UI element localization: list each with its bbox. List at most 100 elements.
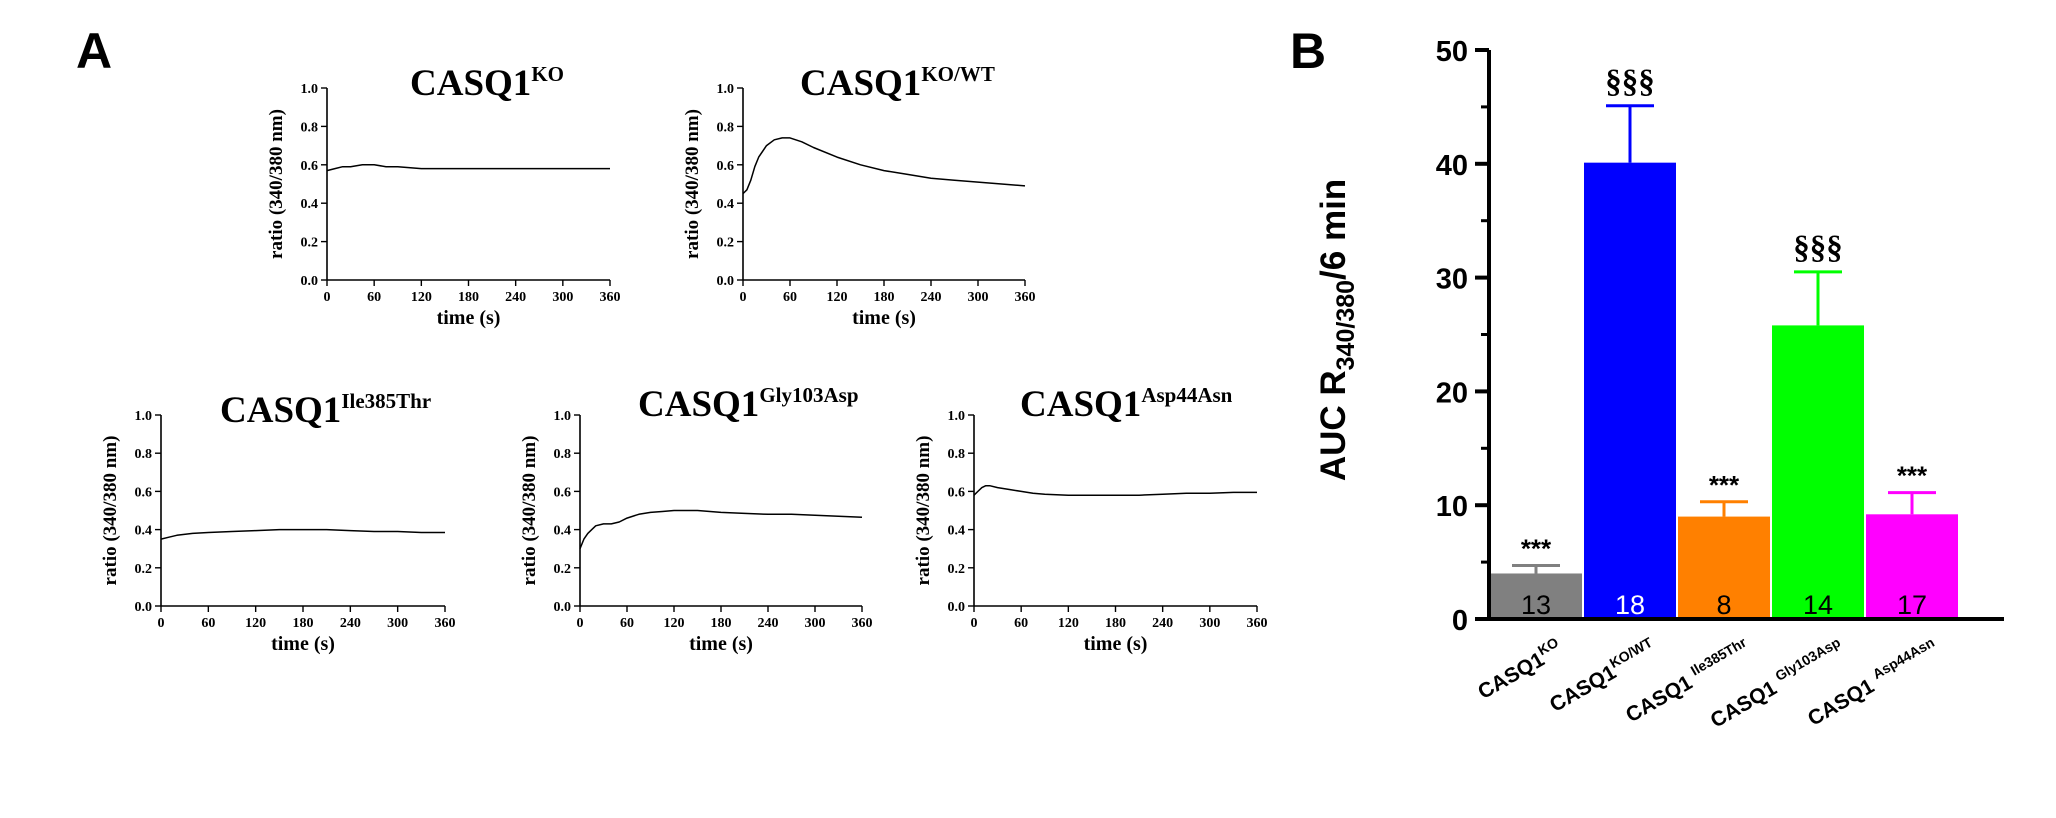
x-tick-label: 300 <box>805 616 826 631</box>
y-tick-label: 0.6 <box>948 485 966 500</box>
panel-label-a: A <box>76 23 112 79</box>
chart-title: CASQ1Asp44Asn <box>1020 383 1233 425</box>
y-tick-label: 0.6 <box>301 159 319 174</box>
y-tick-label: 0.8 <box>717 120 735 135</box>
x-tick-label: 360 <box>435 616 456 631</box>
y-tick-label: 0.2 <box>948 562 966 577</box>
y-tick-label: 0.0 <box>301 274 319 289</box>
chart-title: CASQ1KO/WT <box>800 62 995 104</box>
significance-label: §§§ <box>1605 64 1655 100</box>
y-tick-label: 0.0 <box>554 600 572 615</box>
bar-2 <box>1584 162 1676 620</box>
y-tick-label: 50 <box>1436 36 1468 68</box>
line-chart-4: CASQ1Gly103Asp 0.0 0.2 0.4 0.6 0.8 1.0 0 60 120 18… <box>519 383 873 655</box>
x-axis-label: time (s) <box>437 307 501 329</box>
y-tick-label: 0.2 <box>301 236 319 251</box>
chart-title: CASQ1Ile385Thr <box>220 389 431 431</box>
significance-label: *** <box>1709 470 1740 500</box>
trace-line <box>160 528 445 540</box>
line-chart-1: CASQ1KO 0.0 0.2 0.4 0.6 0.8 1.0 0 60 120 180 240 300… <box>266 62 621 329</box>
n-label: 17 <box>1897 590 1927 620</box>
n-label: 18 <box>1615 590 1645 620</box>
x-tick-label: 0 <box>324 290 331 305</box>
y-tick-label: 1.0 <box>301 82 319 97</box>
x-tick-label: 120 <box>1058 616 1079 631</box>
y-tick-label: 0.4 <box>948 524 966 539</box>
y-tick-label: 30 <box>1436 264 1468 296</box>
n-label: 8 <box>1716 590 1731 620</box>
y-axis-label: ratio (340/380 nm) <box>682 109 703 259</box>
y-tick-label: 0.6 <box>717 159 735 174</box>
y-tick-label: 0.0 <box>948 600 966 615</box>
panel-label-b: B <box>1290 23 1326 79</box>
x-tick-label: 180 <box>711 616 732 631</box>
y-tick-label: 0.4 <box>717 197 735 212</box>
x-tick-label: 180 <box>1105 616 1126 631</box>
y-tick-label: 0.2 <box>554 562 572 577</box>
bar-3 <box>1678 516 1770 619</box>
x-tick-label: 360 <box>600 290 621 305</box>
y-tick-label: 40 <box>1436 150 1468 182</box>
x-tick-label: 240 <box>505 290 526 305</box>
x-tick-label: 120 <box>411 290 432 305</box>
trace-line <box>973 484 1257 496</box>
significance-label: *** <box>1521 534 1552 564</box>
x-tick-label: 240 <box>758 616 779 631</box>
y-axis-label: ratio (340/380 nm) <box>266 109 287 259</box>
y-tick-label: 20 <box>1436 377 1468 409</box>
n-label: 13 <box>1521 590 1551 620</box>
x-tick-label: 0 <box>158 616 165 631</box>
x-tick-label: 300 <box>1199 616 1220 631</box>
x-tick-label: 0 <box>740 290 747 305</box>
y-axis-label: ratio (340/380 nm) <box>100 436 121 586</box>
y-tick-label: 0.8 <box>301 120 319 135</box>
chart-title: CASQ1KO <box>410 62 564 104</box>
x-tick-label: 180 <box>458 290 479 305</box>
x-tick-label: 60 <box>367 290 381 305</box>
bar-1 <box>1490 573 1582 619</box>
x-tick-label: 60 <box>201 616 215 631</box>
x-tick-label: 360 <box>1015 290 1036 305</box>
x-tick-label: 120 <box>245 616 266 631</box>
y-tick-label: 0.6 <box>554 485 572 500</box>
y-tick-label: 0.6 <box>135 485 153 500</box>
y-tick-label: 10 <box>1436 491 1468 523</box>
trace-line <box>742 137 1026 195</box>
trace-line <box>326 164 610 172</box>
y-tick-label: 0.8 <box>554 447 572 462</box>
y-tick-label: 0 <box>1452 605 1468 637</box>
y-tick-label: 0.4 <box>301 197 319 212</box>
x-tick-label: 300 <box>387 616 408 631</box>
x-tick-label: 240 <box>921 290 942 305</box>
x-tick-label: 300 <box>968 290 989 305</box>
line-chart-2: CASQ1KO/WT 0.0 0.2 0.4 0.6 0.8 1.0 0 60 120 180 240… <box>682 62 1036 329</box>
x-tick-label: 240 <box>340 616 361 631</box>
y-tick-label: 0.0 <box>717 274 735 289</box>
x-axis-label: time (s) <box>1084 633 1148 655</box>
bar-5 <box>1866 514 1958 619</box>
x-axis-label: time (s) <box>271 633 335 655</box>
y-tick-label: 0.4 <box>135 524 153 539</box>
y-tick-label: 1.0 <box>948 409 966 424</box>
x-tick-label: 240 <box>1152 616 1173 631</box>
y-tick-label: 0.2 <box>717 236 735 251</box>
x-tick-label: 360 <box>852 616 873 631</box>
x-tick-label: 60 <box>1014 616 1028 631</box>
y-tick-label: 0.8 <box>948 447 966 462</box>
x-tick-label: 120 <box>827 290 848 305</box>
significance-label: *** <box>1897 461 1928 491</box>
x-tick-label: 360 <box>1247 616 1268 631</box>
y-tick-label: 0.4 <box>554 524 572 539</box>
x-tick-label: 60 <box>620 616 634 631</box>
x-tick-label: 0 <box>577 616 584 631</box>
chart-title: CASQ1Gly103Asp <box>638 383 859 425</box>
y-axis-label: ratio (340/380 nm) <box>913 436 934 586</box>
x-tick-label: 120 <box>664 616 685 631</box>
x-tick-label: 60 <box>783 290 797 305</box>
y-axis-label: ratio (340/380 nm) <box>519 436 540 586</box>
line-chart-5: CASQ1Asp44Asn 0.0 0.2 0.4 0.6 0.8 1.0 0 60 120 180… <box>913 383 1268 655</box>
y-axis-label: AUC R340/380/6 min <box>1314 179 1360 481</box>
y-tick-label: 1.0 <box>135 409 153 424</box>
y-tick-label: 1.0 <box>717 82 735 97</box>
